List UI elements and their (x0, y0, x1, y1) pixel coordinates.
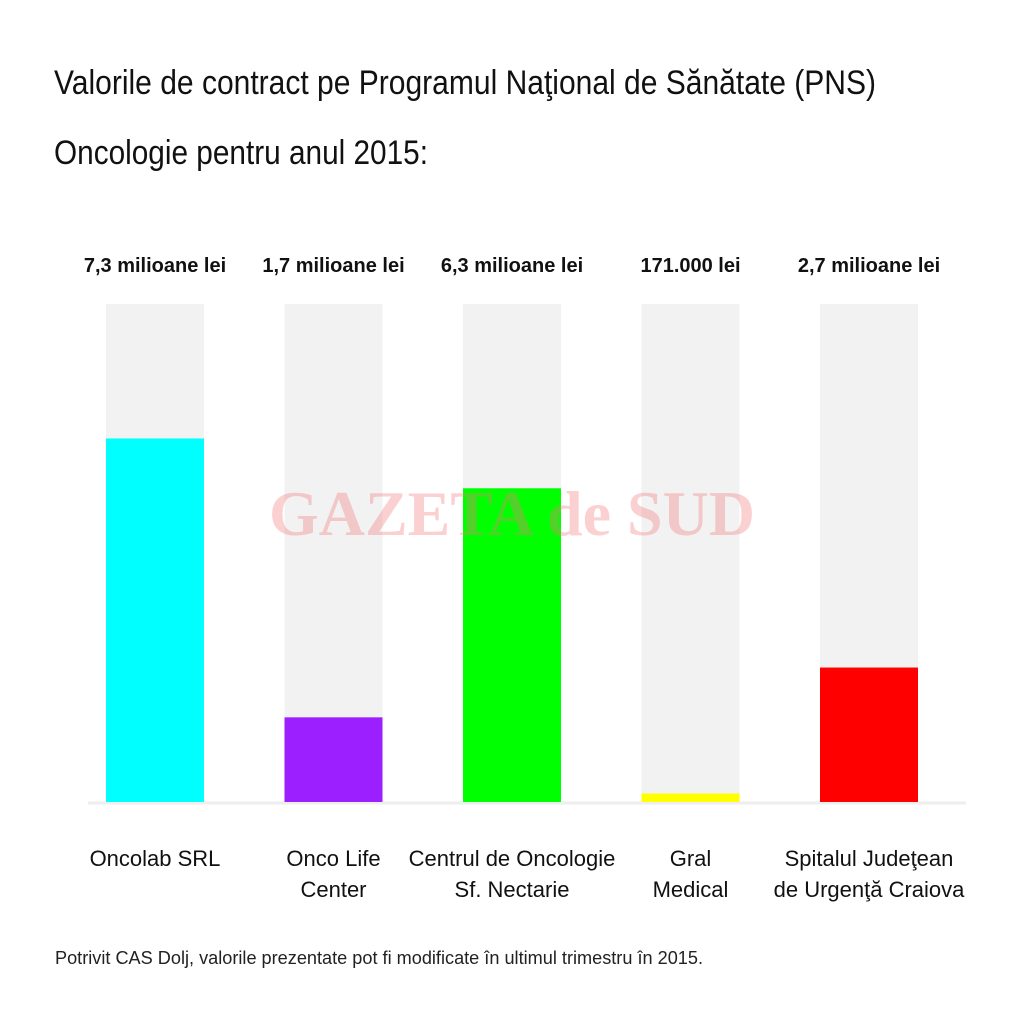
x-tick-label: Sf. Nectarie (455, 877, 570, 902)
x-tick-label: Oncolab SRL (90, 846, 221, 871)
x-tick-label: Spitalul Judeţean (785, 846, 954, 871)
value-label: 6,3 milioane lei (441, 255, 583, 277)
bar (106, 438, 204, 802)
footnote: Potrivit CAS Dolj, valorile prezentate p… (55, 948, 703, 968)
x-tick-label: de Urgenţă Craiova (774, 877, 966, 902)
x-tick-label: Gral (670, 846, 712, 871)
x-tick-label: Onco Life (286, 846, 380, 871)
bar (641, 793, 740, 802)
value-label: 7,3 milioane lei (84, 255, 226, 277)
watermark: GAZETA de SUD (269, 478, 755, 549)
x-tick-label: Center (300, 877, 366, 902)
bar (284, 717, 383, 802)
value-label: 2,7 milioane lei (798, 255, 940, 277)
value-label: 1,7 milioane lei (262, 255, 404, 277)
x-tick-label: Medical (653, 877, 729, 902)
bar-track (641, 304, 740, 802)
value-label: 171.000 lei (640, 255, 740, 277)
x-tick-label: Centrul de Oncologie (409, 846, 616, 871)
bar (820, 667, 918, 802)
bar (463, 488, 561, 802)
chart-title: Valorile de contract pe Programul Naţion… (54, 64, 876, 102)
chart-title: Oncologie pentru anul 2015: (54, 134, 428, 172)
